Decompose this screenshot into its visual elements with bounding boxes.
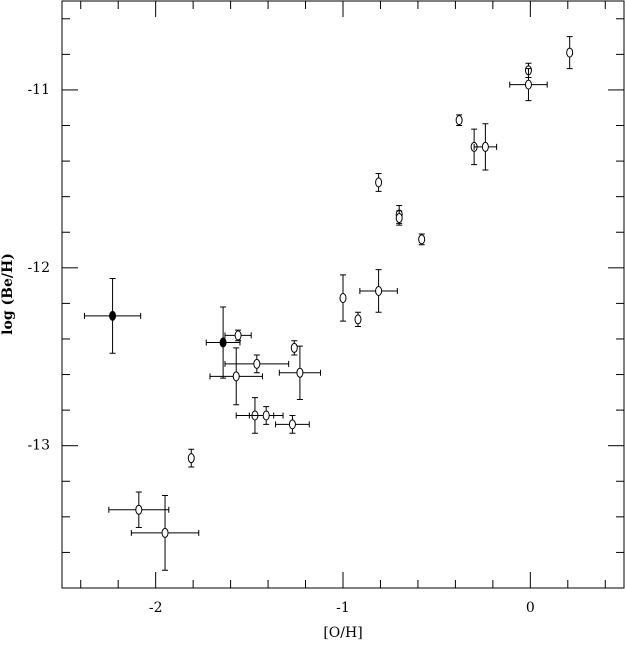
data-point	[418, 234, 426, 245]
y-tick-label: -13	[27, 438, 50, 454]
data-point	[375, 285, 383, 296]
data-point	[339, 293, 347, 304]
data-point	[234, 330, 242, 341]
data-point	[161, 527, 169, 538]
data-point	[354, 314, 362, 325]
data-point	[481, 141, 489, 152]
data-point	[395, 213, 403, 224]
data-point	[288, 419, 296, 430]
data-point	[109, 310, 117, 321]
data-point	[375, 177, 383, 188]
data-point	[455, 115, 463, 126]
x-tick-label: -1	[336, 600, 350, 616]
data-point	[219, 337, 227, 348]
data-point	[187, 453, 195, 464]
data-point	[253, 358, 261, 369]
data-point	[135, 504, 143, 515]
data-point	[524, 79, 532, 90]
y-tick-label: -12	[27, 260, 50, 276]
data-point	[566, 47, 574, 58]
x-tick-label: -2	[149, 600, 163, 616]
x-tick-label: 0	[526, 600, 535, 616]
data-point	[290, 342, 298, 353]
x-axis-label: [O/H]	[323, 625, 362, 641]
y-tick-label: -11	[27, 82, 50, 98]
data-point	[232, 371, 240, 382]
y-axis-label: log (Be/H)	[0, 253, 16, 335]
data-point	[296, 367, 304, 378]
data-point	[262, 410, 270, 421]
